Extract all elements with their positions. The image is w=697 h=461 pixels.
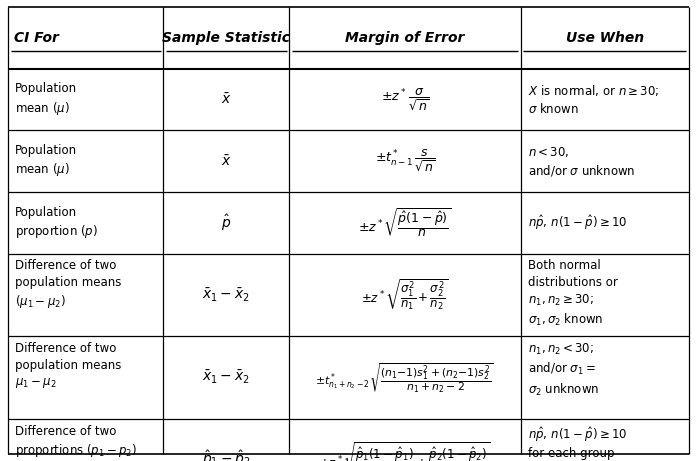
- Text: $\bar{x}$: $\bar{x}$: [221, 154, 231, 169]
- Text: Difference of two
proportions ($p_1 - p_2$): Difference of two proportions ($p_1 - p_…: [15, 425, 137, 459]
- Text: $\pm t^*_{n-1}\,\dfrac{s}{\sqrt{n}}$: $\pm t^*_{n-1}\,\dfrac{s}{\sqrt{n}}$: [375, 148, 435, 174]
- Text: Both normal
distributions or
$n_1, n_2 \geq 30$;
$\sigma_1, \sigma_2$ known: Both normal distributions or $n_1, n_2 \…: [528, 259, 618, 328]
- Text: CI For: CI For: [14, 31, 59, 45]
- Text: $\hat{p}_1 - \hat{p}_2$: $\hat{p}_1 - \hat{p}_2$: [202, 449, 251, 461]
- Text: Population
mean ($\mu$): Population mean ($\mu$): [15, 144, 77, 178]
- Text: $\pm z^*\sqrt{\dfrac{\hat{p}_1(1-\hat{p}_1)}{n_1}+\dfrac{\hat{p}_2(1-\hat{p}_2)}: $\pm z^*\sqrt{\dfrac{\hat{p}_1(1-\hat{p}…: [319, 440, 491, 461]
- Text: $n_1, n_2 < 30$;
and/or $\sigma_1 =$
$\sigma_2$ unknown: $n_1, n_2 < 30$; and/or $\sigma_1 =$ $\s…: [528, 342, 599, 398]
- Text: Use When: Use When: [565, 31, 644, 45]
- Text: $\bar{x}_1 - \bar{x}_2$: $\bar{x}_1 - \bar{x}_2$: [202, 286, 250, 304]
- Text: $\pm z^*\,\dfrac{\sigma}{\sqrt{n}}$: $\pm z^*\,\dfrac{\sigma}{\sqrt{n}}$: [381, 87, 429, 112]
- Text: $\pm z^*\sqrt{\dfrac{\sigma_1^2}{n_1}+\dfrac{\sigma_2^2}{n_2}}$: $\pm z^*\sqrt{\dfrac{\sigma_1^2}{n_1}+\d…: [361, 278, 449, 312]
- Text: Sample Statistic: Sample Statistic: [162, 31, 291, 45]
- Text: $\bar{x}_1 - \bar{x}_2$: $\bar{x}_1 - \bar{x}_2$: [202, 369, 250, 386]
- Text: Difference of two
population means
($\mu_1 - \mu_2$): Difference of two population means ($\mu…: [15, 259, 122, 310]
- Text: $n\hat{p},\, n(1-\hat{p}) \geq 10$: $n\hat{p},\, n(1-\hat{p}) \geq 10$: [528, 213, 627, 232]
- Text: $X$ is normal, or $n \geq 30$;
$\sigma$ known: $X$ is normal, or $n \geq 30$; $\sigma$ …: [528, 83, 659, 116]
- Text: $n\hat{p},\, n(1-\hat{p}) \geq 10$
for each group: $n\hat{p},\, n(1-\hat{p}) \geq 10$ for e…: [528, 425, 627, 460]
- Text: $\pm t^*_{n_1+n_2-2}\sqrt{\dfrac{(n_1{-}1)s_1^2+(n_2{-}1)s_2^2}{n_1+n_2-2}}$: $\pm t^*_{n_1+n_2-2}\sqrt{\dfrac{(n_1{-}…: [316, 361, 494, 395]
- Text: $\bar{x}$: $\bar{x}$: [221, 92, 231, 107]
- Text: Margin of Error: Margin of Error: [345, 31, 465, 45]
- Text: $\hat{p}$: $\hat{p}$: [221, 213, 231, 233]
- Text: $n < 30$,
and/or $\sigma$ unknown: $n < 30$, and/or $\sigma$ unknown: [528, 145, 635, 177]
- Text: $\pm z^*\sqrt{\dfrac{\hat{p}(1-\hat{p})}{n}}$: $\pm z^*\sqrt{\dfrac{\hat{p}(1-\hat{p})}…: [358, 207, 452, 239]
- Text: Population
mean ($\mu$): Population mean ($\mu$): [15, 83, 77, 117]
- Text: Difference of two
population means
$\mu_1 - \mu_2$: Difference of two population means $\mu_…: [15, 342, 122, 390]
- Text: Population
proportion ($p$): Population proportion ($p$): [15, 206, 98, 240]
